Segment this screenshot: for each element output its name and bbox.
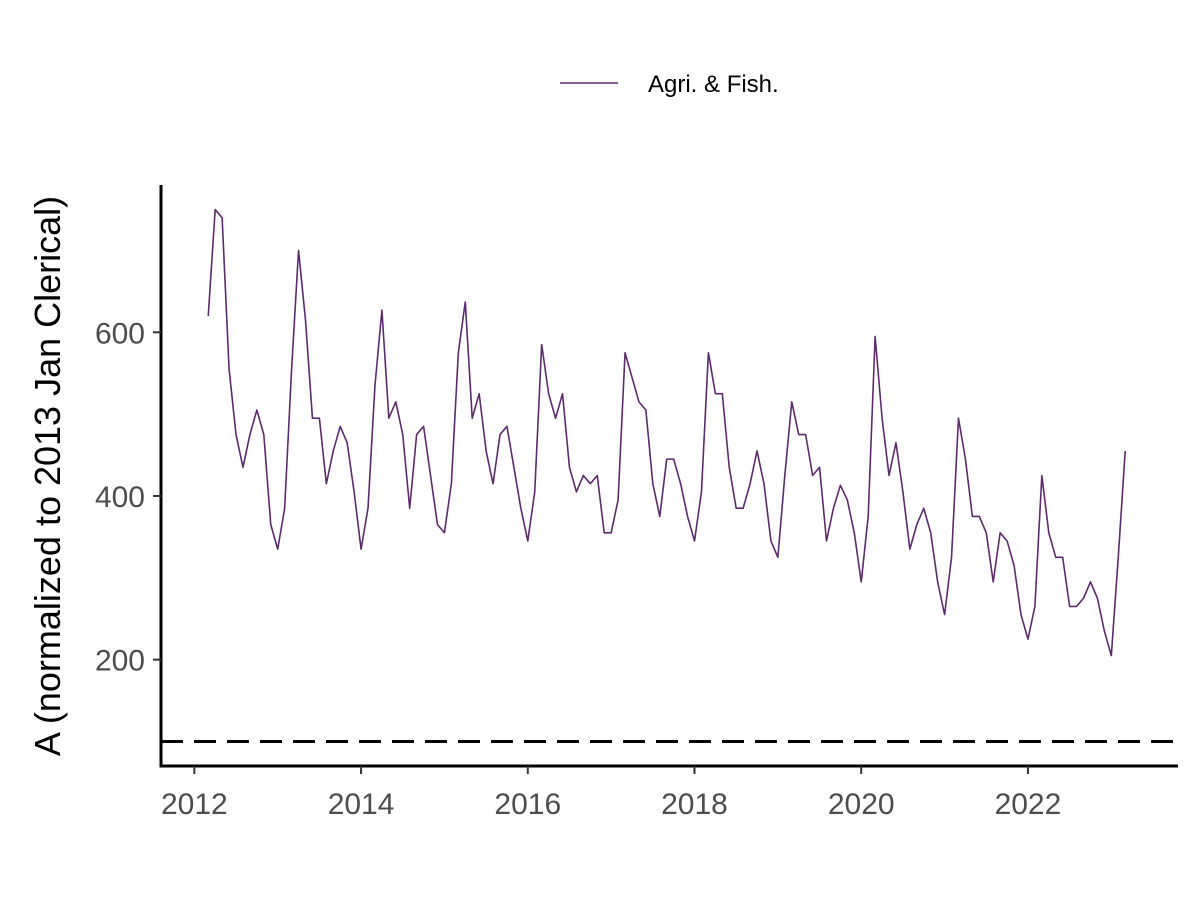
y-tick-label: 200: [95, 645, 145, 678]
legend: Agri. & Fish.: [560, 71, 779, 98]
x-tick-label: 2020: [828, 788, 895, 821]
y-axis-title: A (normalized to 2013 Jan Clerical): [27, 196, 68, 756]
legend-label: Agri. & Fish.: [648, 71, 779, 98]
axes: [159, 185, 1178, 768]
y-axis-title-text: A (normalized to 2013 Jan Clerical): [27, 196, 68, 756]
y-axis-ticks: 200 400 600: [95, 317, 161, 678]
x-tick-label: 2012: [161, 788, 228, 821]
x-axis-ticks: 2012 2014 2016 2018 2020 2022: [161, 766, 1061, 821]
x-tick-label: 2016: [494, 788, 561, 821]
series-line-agri-fish: [207, 208, 1126, 657]
x-tick-label: 2018: [661, 788, 728, 821]
x-tick-label: 2014: [328, 788, 395, 821]
x-tick-label: 2022: [995, 788, 1062, 821]
y-tick-label: 400: [95, 481, 145, 514]
y-tick-label: 600: [95, 317, 145, 350]
series-group: [207, 208, 1126, 657]
